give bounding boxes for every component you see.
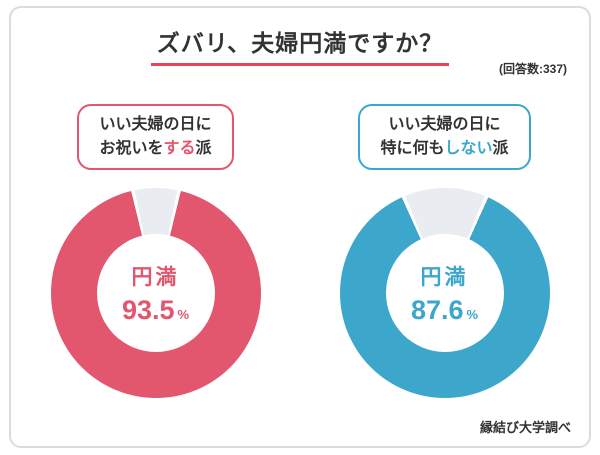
infographic-card: ズバリ、夫婦円満ですか？ (回答数:337) いい夫婦の日に お祝いをする派 円… bbox=[9, 6, 591, 448]
center-value-number: 87.6 bbox=[410, 294, 464, 325]
center-label: 円満 bbox=[420, 265, 469, 289]
donut-center: 円満 87.6% bbox=[385, 234, 504, 352]
badge-line2: お祝いをする派 bbox=[99, 137, 211, 161]
charts-row: いい夫婦の日に お祝いをする派 円満 93.5% いい夫婦の日に 特に何もしない… bbox=[11, 104, 589, 398]
chart-panel-celebrate: いい夫婦の日に お祝いをする派 円満 93.5% bbox=[11, 104, 300, 398]
center-value-unit: % bbox=[466, 306, 479, 322]
badge-line1: いい夫婦の日に bbox=[388, 116, 501, 133]
category-badge: いい夫婦の日に お祝いをする派 bbox=[77, 104, 234, 170]
badge-line2-highlight: しない bbox=[444, 140, 493, 157]
page-title: ズバリ、夫婦円満ですか？ bbox=[150, 24, 450, 66]
donut-chart: 円満 93.5% bbox=[50, 188, 261, 398]
badge-line2-post: 派 bbox=[195, 140, 212, 157]
source-credit: 縁結び大学調べ bbox=[479, 420, 571, 435]
chart-panel-nothing: いい夫婦の日に 特に何もしない派 円満 87.6% bbox=[300, 104, 589, 398]
badge-line2-post: 派 bbox=[492, 140, 509, 157]
badge-line2-pre: 特に何も bbox=[380, 140, 445, 157]
badge-line2-highlight: する bbox=[163, 140, 196, 157]
center-value-unit: % bbox=[177, 306, 190, 322]
center-label: 円満 bbox=[131, 265, 180, 289]
header: ズバリ、夫婦円満ですか？ bbox=[11, 24, 589, 66]
response-count: (回答数:337) bbox=[498, 62, 567, 76]
badge-line1: いい夫婦の日に bbox=[99, 116, 212, 133]
center-value: 93.5% bbox=[122, 295, 189, 326]
center-value: 87.6% bbox=[411, 295, 478, 326]
donut-center: 円満 93.5% bbox=[96, 234, 215, 352]
badge-line2: 特に何もしない派 bbox=[380, 137, 508, 161]
badge-line2-pre: お祝いを bbox=[99, 140, 164, 157]
donut-chart: 円満 87.6% bbox=[339, 188, 550, 398]
category-badge: いい夫婦の日に 特に何もしない派 bbox=[358, 104, 531, 170]
center-value-number: 93.5 bbox=[121, 294, 175, 325]
